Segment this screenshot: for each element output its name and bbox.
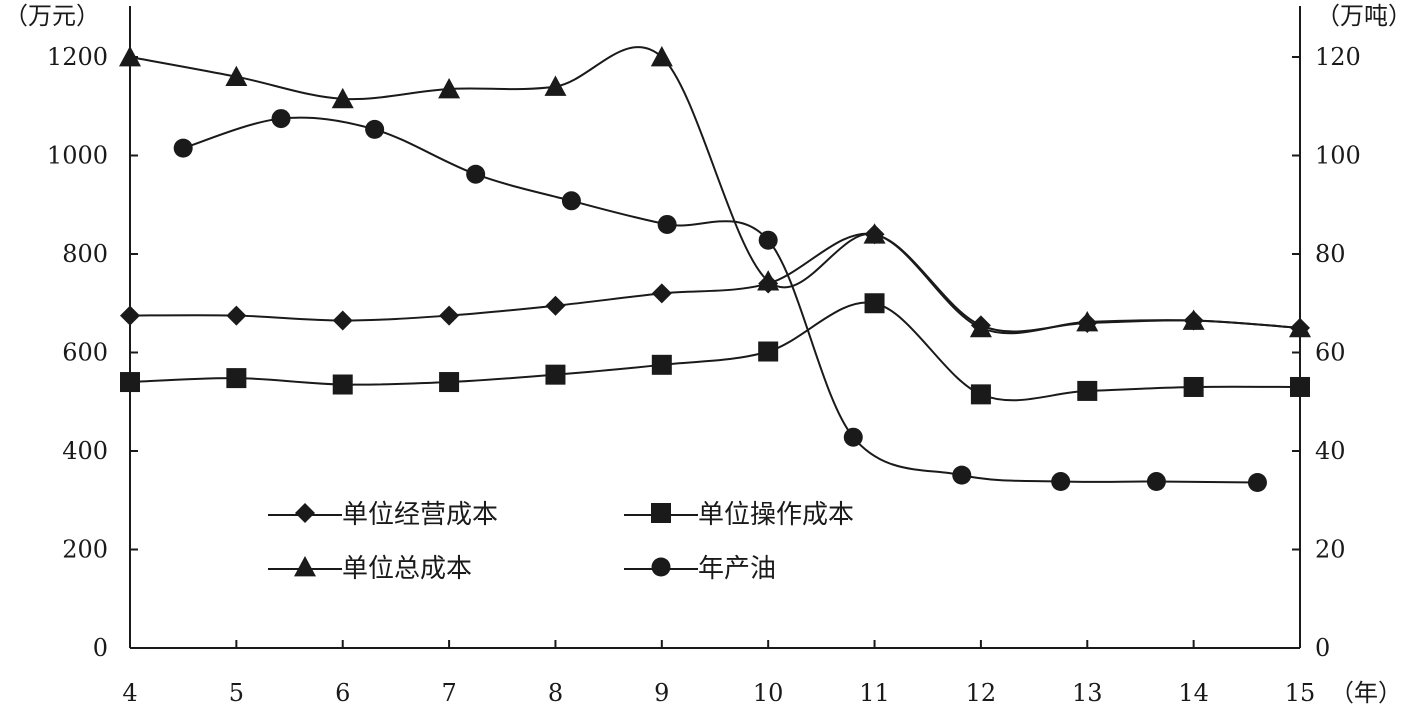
- right-tick-label: 0: [1315, 634, 1330, 662]
- data-point-diamond: [545, 295, 566, 316]
- data-point-circle: [173, 138, 193, 158]
- x-tick-label: 14: [1178, 679, 1209, 707]
- data-point-square: [864, 293, 885, 314]
- legend-marker-triangle: [294, 556, 316, 577]
- left-tick-label: 0: [93, 634, 108, 662]
- data-point-square: [120, 372, 140, 393]
- data-point-circle: [561, 191, 581, 211]
- series-line-circle: [182, 116, 1258, 484]
- legend-item-diamond: 单位经营成本: [268, 500, 498, 530]
- left-tick-label: 200: [62, 536, 108, 564]
- legend-item-triangle: 单位总成本: [268, 554, 472, 584]
- x-tick-label: 7: [441, 679, 456, 707]
- legend-item-circle: 年产油: [624, 554, 776, 584]
- data-point-triangle: [650, 46, 673, 67]
- x-tick-label: 9: [654, 679, 669, 707]
- data-point-triangle: [969, 316, 992, 338]
- data-point-square: [1290, 376, 1310, 397]
- data-point-circle: [843, 427, 863, 447]
- right-tick-label: 20: [1315, 536, 1346, 564]
- series-circle: [173, 109, 1267, 493]
- data-point-triangle: [1182, 309, 1205, 330]
- data-point-circle: [1247, 473, 1267, 493]
- x-tick-label: 6: [335, 679, 350, 707]
- legend-label-triangle: 单位总成本: [342, 554, 472, 584]
- x-tick-label: 15: [1285, 679, 1316, 707]
- legend-label-diamond: 单位经营成本: [342, 500, 498, 530]
- data-point-triangle: [863, 223, 886, 244]
- legend-marker-diamond: [295, 503, 315, 523]
- right-tick-label: 80: [1315, 240, 1346, 268]
- data-point-circle: [758, 230, 778, 250]
- series-layer: [119, 46, 1311, 493]
- data-point-square: [651, 354, 672, 375]
- left-tick-label: 1200: [47, 43, 108, 71]
- axes: 0 200 400 600 800 1000 1200 0 20 40 60 80 100 120 4 5 6 7…: [47, 6, 1361, 707]
- data-point-diamond: [439, 305, 460, 326]
- series-line-diamond: [129, 232, 1301, 333]
- data-point-triangle: [119, 46, 141, 67]
- x-tick-label: 11: [859, 679, 890, 707]
- legend-label-circle: 年产油: [698, 554, 776, 584]
- x-tick-label: 4: [122, 679, 137, 707]
- series-line-square: [129, 301, 1301, 402]
- x-tick-label: 5: [229, 679, 244, 707]
- data-point-circle: [466, 164, 486, 184]
- right-axis-unit-label: （万吨）: [1316, 2, 1412, 30]
- data-point-triangle: [331, 87, 354, 109]
- data-point-square: [1183, 376, 1204, 397]
- right-tick-label: 60: [1315, 339, 1346, 367]
- x-tick-label: 8: [548, 679, 563, 707]
- legend-item-square: 单位操作成本: [624, 500, 854, 530]
- data-point-triangle: [757, 270, 780, 291]
- data-point-square: [970, 384, 991, 405]
- right-axis-unit: （万吨）: [1316, 2, 1412, 30]
- data-point-circle: [657, 214, 677, 234]
- data-point-diamond: [332, 310, 353, 331]
- data-point-diamond: [226, 305, 247, 326]
- x-tick-label: 13: [1072, 679, 1103, 707]
- series-square: [120, 293, 1310, 405]
- left-tick-label: 800: [62, 240, 108, 268]
- data-point-diamond: [120, 305, 140, 326]
- data-point-square: [758, 341, 779, 362]
- data-point-triangle: [1076, 310, 1099, 332]
- data-point-square: [439, 372, 460, 393]
- data-point-triangle: [225, 65, 248, 87]
- legend-label-square: 单位操作成本: [698, 500, 854, 530]
- data-point-triangle: [544, 75, 567, 96]
- data-point-diamond: [651, 283, 672, 304]
- left-axis-unit: （万元）: [4, 2, 100, 30]
- legend-marker-square: [651, 503, 671, 523]
- series-triangle: [119, 46, 1311, 338]
- data-point-circle: [1146, 472, 1166, 492]
- data-point-triangle: [1289, 316, 1311, 338]
- data-point-square: [1077, 380, 1098, 401]
- right-tick-label: 120: [1315, 43, 1361, 71]
- left-tick-label: 600: [62, 339, 108, 367]
- left-tick-label: 1000: [47, 142, 108, 170]
- data-point-square: [332, 374, 353, 395]
- data-point-circle: [1051, 472, 1071, 492]
- x-axis-unit-label: （年）: [1330, 679, 1402, 707]
- left-axis-unit-label: （万元）: [4, 2, 100, 30]
- right-tick-label: 40: [1315, 437, 1346, 465]
- x-tick-label: 10: [753, 679, 784, 707]
- data-point-square: [545, 364, 566, 385]
- data-point-circle: [271, 109, 291, 129]
- x-tick-label: 12: [966, 679, 997, 707]
- left-tick-label: 400: [62, 437, 108, 465]
- data-point-circle: [365, 119, 385, 139]
- data-point-triangle: [438, 78, 461, 99]
- data-point-circle: [952, 465, 972, 485]
- data-point-square: [226, 368, 247, 389]
- legend-marker-circle: [651, 557, 671, 577]
- right-tick-label: 100: [1315, 142, 1361, 170]
